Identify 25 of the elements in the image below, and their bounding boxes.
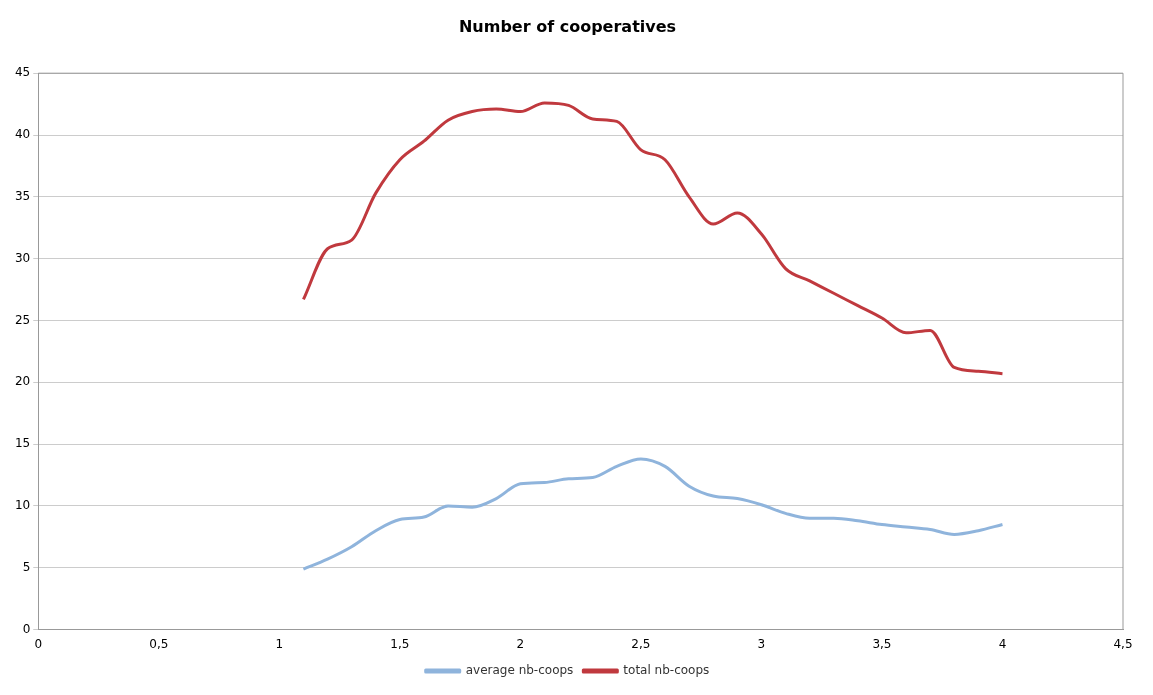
x-tick-label: 2,5 — [631, 636, 651, 651]
y-tick-label: 35 — [14, 188, 31, 203]
x-tick-label: 4,5 — [1113, 636, 1133, 651]
y-tick-label: 30 — [14, 250, 31, 265]
x-tick-label: 0 — [34, 636, 43, 651]
x-tick-label: 3,5 — [872, 636, 892, 651]
line-series — [301, 101, 1004, 376]
chart-title: Number of cooperatives — [458, 16, 677, 36]
x-tick-label: 1 — [275, 636, 284, 651]
x-tick-label: 2 — [516, 636, 525, 651]
y-tick-label: 0 — [22, 621, 31, 636]
x-tick-label: 3 — [757, 636, 766, 651]
legend-label: average nb-coops — [465, 663, 574, 678]
y-tick-label: 15 — [14, 436, 31, 451]
y-tick-label: 25 — [14, 312, 31, 327]
y-tick-label: 45 — [14, 65, 31, 80]
y-tick-label: 5 — [22, 559, 31, 574]
x-tick-label: 1,5 — [390, 636, 410, 651]
y-tick-label: 10 — [14, 498, 31, 513]
x-tick-label: 0,5 — [149, 636, 169, 651]
line-series — [301, 457, 1004, 571]
x-tick-label: 4 — [998, 636, 1007, 651]
y-tick-label: 20 — [14, 374, 31, 389]
y-tick-label: 40 — [14, 127, 31, 142]
legend-label: total nb-coops — [623, 663, 710, 678]
